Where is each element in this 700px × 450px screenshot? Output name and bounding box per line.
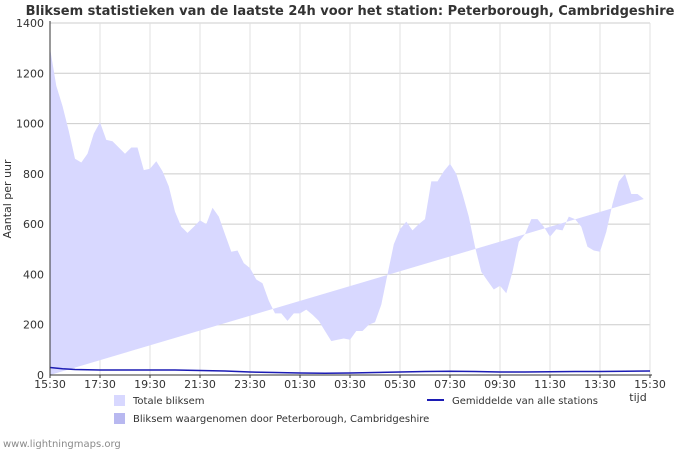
area-layer xyxy=(50,48,644,375)
y-tick-label: 800 xyxy=(23,168,44,181)
footer-link[interactable]: www.lightningmaps.org xyxy=(3,439,121,450)
legend-label-total: Totale bliksem xyxy=(132,396,204,407)
y-tick-label: 1400 xyxy=(16,17,44,30)
y-tick-label: 1200 xyxy=(16,67,44,80)
chart-title: Bliksem statistieken van de laatste 24h … xyxy=(26,4,675,19)
y-tick-label: 200 xyxy=(23,319,44,332)
legend-label-average: Gemiddelde van alle stations xyxy=(452,396,598,407)
y-tick-label: 400 xyxy=(23,268,44,281)
x-tick-label: 05:30 xyxy=(384,378,416,391)
x-tick-label: 03:30 xyxy=(334,378,366,391)
tick-labels: 0 200 400 600 800 1000 1200 1400 15:30 17:30 19:30… xyxy=(16,17,666,391)
legend-label-station: Bliksem waargenomen door Peterborough, C… xyxy=(133,414,429,425)
axes xyxy=(49,21,652,378)
x-tick-label: 19:30 xyxy=(134,378,166,391)
x-tick-label: 13:30 xyxy=(584,378,616,391)
x-tick-label: 11:30 xyxy=(534,378,566,391)
x-tick-label: 09:30 xyxy=(484,378,516,391)
grid-lines xyxy=(49,22,651,376)
series-average-line xyxy=(49,366,651,374)
y-tick-label: 1000 xyxy=(16,118,44,131)
line-layer xyxy=(49,366,651,374)
x-tick-label: 01:30 xyxy=(284,378,316,391)
x-tick-label: 07:30 xyxy=(434,378,466,391)
series-total-area xyxy=(50,48,644,375)
y-axis-label: Aantal per uur xyxy=(1,159,14,239)
x-tick-label: 15:30 xyxy=(34,378,66,391)
legend-swatch-total xyxy=(114,395,125,406)
legend: Totale bliksem Bliksem waargenomen door … xyxy=(114,395,598,425)
x-axis-label: tijd xyxy=(629,391,646,404)
x-tick-label: 17:30 xyxy=(84,378,116,391)
y-tick-label: 600 xyxy=(23,218,44,231)
legend-swatch-station xyxy=(114,413,125,424)
x-tick-label: 21:30 xyxy=(184,378,216,391)
x-tick-label: 23:30 xyxy=(234,378,266,391)
y-tick-label: 0 xyxy=(37,369,44,382)
x-tick-label: 15:30 xyxy=(634,378,666,391)
